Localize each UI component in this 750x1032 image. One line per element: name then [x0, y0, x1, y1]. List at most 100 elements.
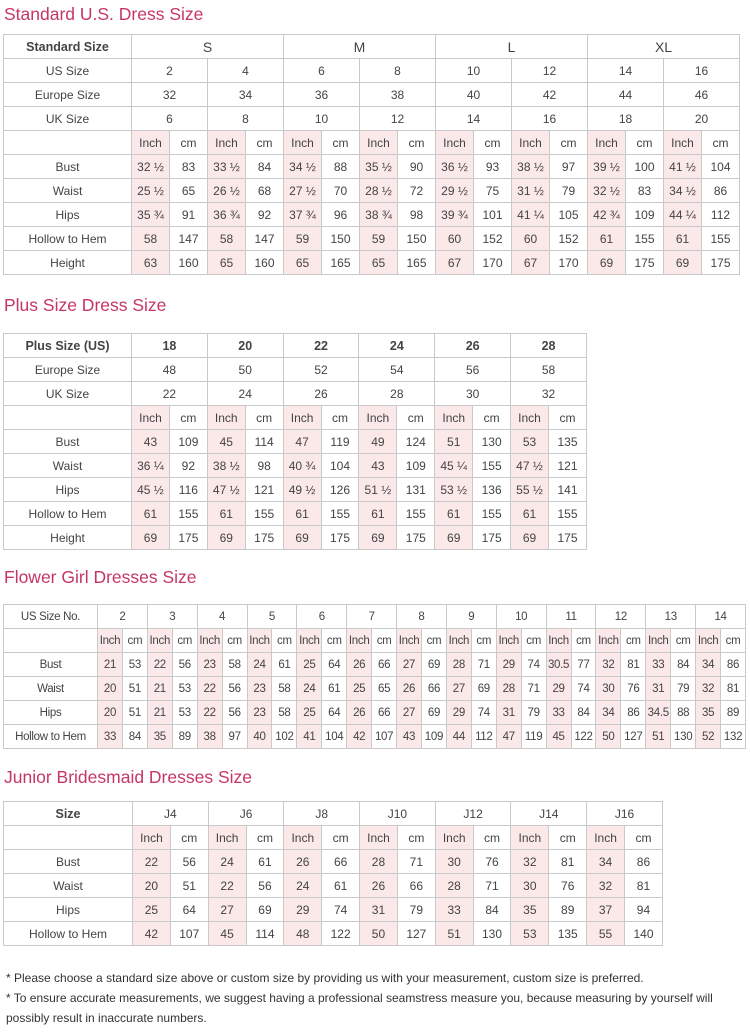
- cm-value: 71: [396, 849, 436, 874]
- cm-value: 130: [472, 921, 512, 946]
- flower-girl-table: US Size No. 2 3 4 5 6 7 8 9 10 11 12 13 14 Inch cm Inch c…: [3, 604, 746, 749]
- cm-value: 135: [548, 921, 588, 946]
- size-header: 14: [435, 106, 512, 131]
- cm-value: 150: [321, 226, 360, 251]
- row-label: Size: [3, 801, 133, 826]
- cm-value: 74: [321, 897, 361, 922]
- unit-inch: Inch: [511, 130, 550, 155]
- size-header: S: [131, 34, 284, 59]
- unit-inch: Inch: [645, 628, 672, 653]
- unit-inch: Inch: [358, 405, 398, 430]
- unit-cm: cm: [121, 628, 148, 653]
- cm-value: 74: [570, 676, 597, 701]
- inch-value: 35 ¾: [131, 202, 170, 227]
- size-header: 8: [396, 604, 447, 629]
- cm-value: 81: [720, 676, 746, 701]
- unit-row: Inch cm Inch cm Inch cm Inch cm Inch cm Inch cm Inch…: [3, 628, 746, 653]
- measurement-row: Hips 45 ½ 116 47 ½ 121 49 ½ 126 51 ½ 131 53 ½ 136 5…: [3, 477, 588, 502]
- row-label: Height: [3, 525, 132, 550]
- inch-value: 61: [663, 226, 702, 251]
- header-row: Europe Size 48 50 52 54 56 58: [3, 357, 587, 382]
- inch-value: 45: [545, 724, 572, 749]
- cm-value: 61: [321, 873, 361, 898]
- cm-value: 84: [121, 724, 148, 749]
- measurement-row: Height 69 175 69 175 69 175 69 175 69 175 69 175: [3, 525, 588, 550]
- size-header: 14: [587, 58, 664, 83]
- size-header: 28: [358, 381, 436, 406]
- cm-value: 81: [548, 849, 588, 874]
- row-label: Waist: [3, 873, 133, 898]
- header-row: Size J4 J6 J8 J10 J12 J14 J16: [3, 801, 663, 826]
- unit-row: Inch cm Inch cm Inch cm Inch cm Inch cm Inch cm Inch…: [3, 825, 664, 850]
- inch-value: 38: [196, 724, 223, 749]
- unit-inch: Inch: [445, 628, 472, 653]
- unit-cm: cm: [168, 405, 208, 430]
- size-header: J10: [359, 801, 436, 826]
- note-standard-size: * Please choose a standard size above or…: [6, 971, 644, 985]
- cm-value: 109: [625, 202, 664, 227]
- inch-value: 29: [445, 700, 472, 725]
- cm-value: 104: [701, 154, 740, 179]
- cm-value: 51: [121, 700, 148, 725]
- unit-cm: cm: [245, 130, 284, 155]
- unit-cm: cm: [221, 628, 248, 653]
- unit-inch: Inch: [283, 130, 322, 155]
- inch-value: 45: [207, 921, 247, 946]
- inch-value: 65: [207, 250, 246, 275]
- inch-value: 60: [435, 226, 474, 251]
- inch-value: 33 ½: [207, 154, 246, 179]
- header-row: UK Size 6 8 10 12 14 16 18 20: [3, 106, 740, 131]
- size-header: 38: [359, 82, 436, 107]
- unit-cm: cm: [169, 825, 209, 850]
- inch-value: 45 ½: [131, 477, 170, 502]
- cm-value: 155: [625, 226, 664, 251]
- cm-value: 147: [245, 226, 284, 251]
- size-header: 7: [346, 604, 398, 629]
- inch-value: 26: [396, 676, 422, 701]
- inch-value: 33: [545, 700, 572, 725]
- cm-value: 86: [620, 700, 647, 725]
- unit-cm: cm: [547, 405, 588, 430]
- row-label: UK Size: [3, 106, 132, 131]
- cm-value: 170: [549, 250, 588, 275]
- unit-row: Inch cm Inch cm Inch cm Inch cm Inch cm Inch cm: [3, 405, 588, 430]
- row-label: Hips: [3, 477, 132, 502]
- inch-value: 34: [695, 652, 722, 677]
- unit-inch: Inch: [206, 405, 246, 430]
- cm-value: 69: [420, 700, 447, 725]
- cm-value: 165: [321, 250, 360, 275]
- size-header: 50: [206, 357, 284, 382]
- measurement-row: Hollow to Hem 61 155 61 155 61 155 61 155 61 155 61…: [3, 501, 588, 526]
- unit-inch: Inch: [296, 628, 323, 653]
- size-header: 6: [131, 106, 208, 131]
- inch-value: 61: [206, 501, 246, 526]
- inch-value: 47: [495, 724, 522, 749]
- cm-value: 84: [245, 154, 284, 179]
- cm-value: 132: [720, 724, 746, 749]
- inch-value: 61: [131, 501, 170, 526]
- unit-inch: Inch: [663, 130, 702, 155]
- unit-row: Inch cm Inch cm Inch cm Inch cm Inch cm Inch cm Inch…: [3, 130, 740, 155]
- row-label: US Size No.: [3, 604, 98, 629]
- cm-value: 66: [371, 652, 398, 677]
- cm-value: 136: [472, 477, 512, 502]
- size-header: 26: [282, 381, 360, 406]
- size-header: 3: [146, 604, 198, 629]
- cm-value: 74: [470, 700, 497, 725]
- inch-value: 38 ½: [206, 453, 246, 478]
- cm-value: 58: [271, 676, 298, 701]
- cm-value: 86: [623, 849, 664, 874]
- cm-value: 160: [169, 250, 208, 275]
- cm-value: 119: [320, 429, 360, 454]
- inch-value: 43: [131, 429, 170, 454]
- cm-value: 150: [397, 226, 436, 251]
- size-header: L: [435, 34, 588, 59]
- inch-value: 44: [445, 724, 472, 749]
- inch-value: 25: [296, 652, 323, 677]
- inch-value: 48: [283, 921, 323, 946]
- size-header: 40: [435, 82, 512, 107]
- inch-value: 32: [695, 676, 722, 701]
- inch-value: 29 ½: [435, 178, 474, 203]
- measurement-row: Hollow to Hem 42 107 45 114 48 122 50 127 51 130 53…: [3, 921, 664, 946]
